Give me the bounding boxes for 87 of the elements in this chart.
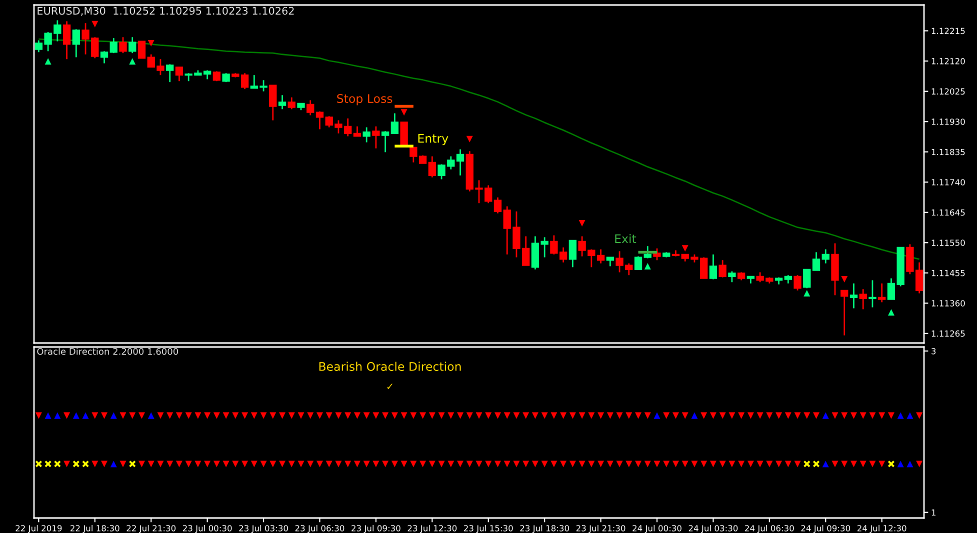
- series-label: Exit: [615, 234, 636, 243]
- candlestick: [812, 252, 820, 272]
- x-tick-label: 24 Jul 00:30: [632, 524, 682, 533]
- chart-title: Oracle Direction 2.2000 1.6000: [37, 348, 178, 355]
- candlestick: [278, 94, 286, 110]
- point: [129, 58, 136, 65]
- candlestick: [381, 130, 390, 153]
- x-tick-label: 23 Jul 18:30: [520, 524, 570, 533]
- x-tick-label: 22 Jul 18:30: [70, 524, 120, 533]
- x-tick-label: 22 Jul 21:30: [126, 524, 176, 533]
- candlestick: [269, 84, 277, 122]
- candlestick: [390, 112, 399, 134]
- candlestick: [718, 259, 726, 278]
- point: [44, 58, 52, 65]
- candlestick: [100, 50, 108, 64]
- x-tick-label: 22 Jul 2019: [16, 524, 62, 533]
- x-tick-label: 24 Jul 03:30: [688, 524, 738, 533]
- candlestick: [878, 282, 886, 303]
- candlestick: [372, 126, 380, 150]
- candlestick: [709, 254, 718, 280]
- series-label: Stop Loss: [337, 94, 392, 106]
- candlestick: [568, 240, 577, 268]
- candlestick: [400, 122, 408, 146]
- candlestick: [175, 66, 184, 82]
- x-tick-label: 23 Jul 03:30: [239, 524, 288, 533]
- candlestick: [653, 248, 661, 261]
- y-tick-label: 1.11550: [932, 240, 965, 246]
- candlestick: [456, 148, 464, 176]
- candlestick: [634, 256, 642, 270]
- point: [400, 109, 408, 116]
- y-tick-label: 1.12025: [932, 88, 965, 95]
- candlestick: [428, 156, 436, 178]
- point: [578, 220, 586, 226]
- candlestick: [362, 126, 370, 143]
- candlestick: [166, 64, 174, 83]
- candlestick: [288, 96, 296, 110]
- point: [804, 290, 810, 297]
- point: [148, 40, 154, 46]
- y-tick-label: 1.11265: [932, 330, 965, 337]
- y-tick-label: 1.11740: [932, 179, 965, 186]
- x-tick-label: 24 Jul 06:30: [745, 524, 794, 533]
- y-tick-label: 1.11835: [932, 148, 965, 156]
- candlestick: [306, 100, 314, 116]
- annotation: ✓: [387, 384, 392, 389]
- candlestick: [840, 290, 848, 336]
- candlestick: [119, 36, 127, 54]
- candlestick: [138, 40, 146, 59]
- candlestick: [72, 28, 80, 58]
- point: [888, 309, 894, 316]
- y-tick-label: 3: [932, 348, 936, 354]
- point: [644, 262, 651, 270]
- y-tick-label: 1: [932, 509, 936, 516]
- x-tick-label: 23 Jul 15:30: [464, 524, 513, 533]
- y-tick-label: 1.11645: [932, 209, 965, 216]
- x-tick-label: 24 Jul 09:30: [801, 524, 850, 533]
- point: [841, 276, 848, 283]
- x-tick-label: 23 Jul 00:30: [182, 524, 232, 533]
- point: [92, 20, 98, 28]
- candlestick: [62, 20, 71, 60]
- series-label: Entry: [418, 134, 448, 146]
- x-tick-label: 24 Jul 12:30: [857, 524, 906, 533]
- x-tick-label: 23 Jul 21:30: [576, 524, 626, 533]
- candlestick: [353, 126, 362, 137]
- y-tick-label: 1.12215: [932, 28, 965, 34]
- x-tick-label: 23 Jul 06:30: [295, 524, 344, 533]
- candlestick: [728, 270, 736, 283]
- y-tick-label: 1.11455: [932, 270, 965, 276]
- chart-title: EURUSD,M30 1.10252 1.10295 1.10223 1.10262: [38, 6, 294, 16]
- candlestick: [868, 280, 876, 308]
- candlestick: [110, 37, 118, 54]
- y-tick-label: 1.11360: [932, 300, 965, 306]
- candlestick: [803, 268, 811, 289]
- candlestick: [494, 196, 502, 214]
- point: [682, 245, 688, 252]
- x-tick-label: 23 Jul 12:30: [408, 524, 457, 533]
- candlestick: [859, 288, 867, 310]
- candlestick: [794, 274, 802, 292]
- candlestick: [850, 282, 858, 309]
- x-tick-label: 23 Jul 09:30: [352, 524, 400, 533]
- annotation: Bearish Oracle Direction: [319, 362, 461, 371]
- candlestick: [128, 36, 136, 54]
- candlestick: [316, 110, 324, 130]
- candlestick: [822, 248, 830, 264]
- y-tick-label: 1.12120: [932, 58, 965, 64]
- y-tick-label: 1.11930: [932, 118, 965, 125]
- candlestick: [644, 245, 652, 259]
- point: [466, 136, 473, 142]
